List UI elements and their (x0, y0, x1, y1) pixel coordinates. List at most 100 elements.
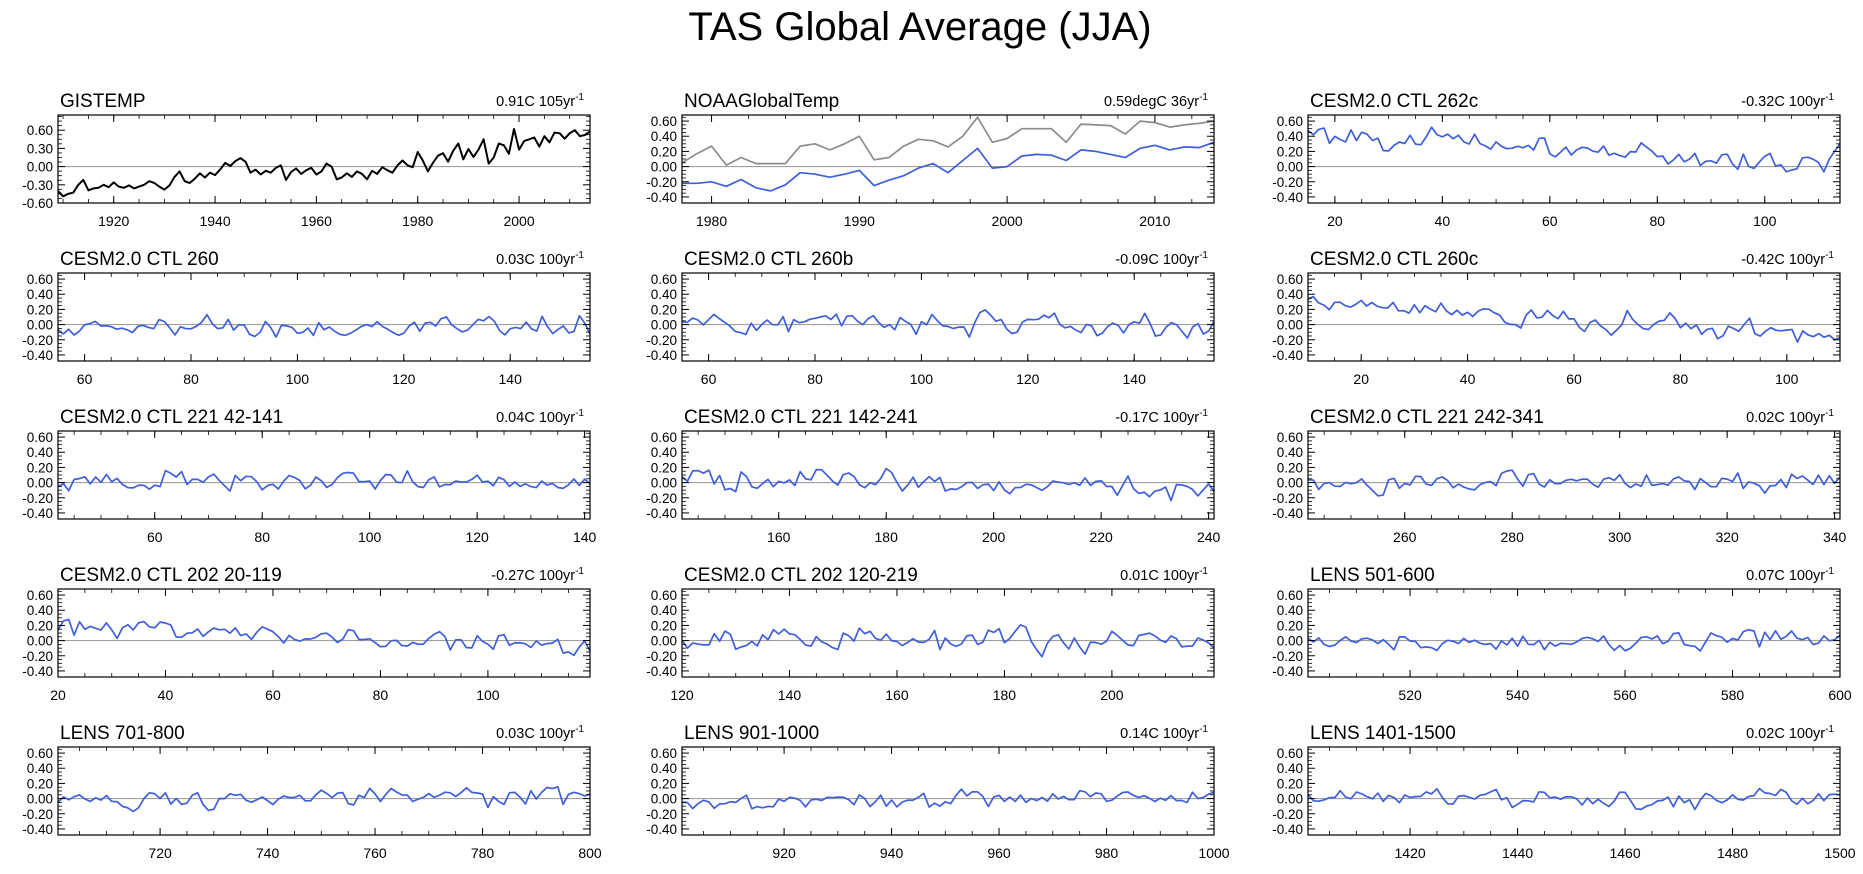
y-tick-label: 0.60 (651, 746, 677, 761)
y-tick-label: 0.40 (651, 603, 677, 618)
trend-label: 0.14C 100yr-1 (1120, 724, 1208, 742)
y-tick-label: 0.00 (1277, 792, 1303, 807)
x-tick-label: 140 (573, 529, 597, 545)
y-tick-label: -0.20 (22, 807, 53, 822)
y-tick-label: -0.40 (646, 664, 677, 679)
trend-label: 0.02C 100yr-1 (1746, 724, 1834, 742)
panel: CESM2.0 CTL 262c -0.32C 100yr-1 -0.40-0.20… (1272, 91, 1841, 229)
y-tick-label: 0.00 (1277, 160, 1303, 175)
y-tick-label: 0.40 (1277, 129, 1303, 144)
x-tick-label: 60 (1542, 213, 1558, 229)
y-tick-label: 0.40 (27, 761, 53, 776)
x-tick-label: 180 (993, 687, 1017, 703)
x-tick-label: 140 (778, 687, 802, 703)
series-line (1307, 126, 1841, 173)
y-tick-label: 0.60 (651, 430, 677, 445)
x-tick-label: 20 (1353, 371, 1369, 387)
trend-label: -0.42C 100yr-1 (1741, 250, 1834, 268)
panel: LENS 1401-1500 0.02C 100yr-1 -0.40-0.200.0… (1272, 723, 1856, 861)
plot-frame (1307, 746, 1841, 836)
panel-title: CESM2.0 CTL 260b (684, 249, 853, 270)
trend-label: -0.17C 100yr-1 (1115, 408, 1208, 426)
x-tick-label: 20 (1327, 213, 1343, 229)
panel-title: GISTEMP (60, 91, 146, 112)
y-tick-label: 0.60 (1277, 588, 1303, 603)
panel: LENS 501-600 0.07C 100yr-1-0.40-0.200.000… (1272, 565, 1852, 703)
y-tick-label: -0.20 (22, 491, 53, 506)
x-tick-label: 40 (1435, 213, 1451, 229)
x-tick-label: 100 (476, 687, 500, 703)
panel: CESM2.0 CTL 260 0.03C 100yr-1-0.40-0.200.… (22, 249, 591, 387)
plot-frame (681, 272, 1215, 362)
x-tick-label: 2010 (1139, 213, 1170, 229)
y-tick-label: 0.20 (27, 618, 53, 633)
y-tick-label: -0.20 (646, 491, 677, 506)
y-tick-label: 0.40 (651, 761, 677, 776)
x-tick-label: 60 (147, 529, 163, 545)
x-tick-label: 1940 (199, 213, 230, 229)
x-tick-label: 960 (987, 845, 1011, 861)
x-tick-label: 720 (148, 845, 172, 861)
panel-title: CESM2.0 CTL 262c (1310, 91, 1478, 112)
series-line (681, 116, 1215, 166)
y-tick-label: -0.20 (22, 649, 53, 664)
x-tick-label: 280 (1501, 529, 1525, 545)
y-tick-label: 0.20 (651, 302, 677, 317)
x-tick-label: 260 (1393, 529, 1417, 545)
panel: LENS 701-800 0.03C 100yr-1-0.40-0.200.000… (22, 723, 602, 861)
x-tick-label: 520 (1398, 687, 1422, 703)
panel-title: CESM2.0 CTL 221 242-341 (1310, 407, 1544, 428)
x-tick-label: 80 (254, 529, 270, 545)
series-line (682, 141, 1215, 192)
x-tick-label: 120 (670, 687, 694, 703)
x-tick-label: 740 (256, 845, 280, 861)
trend-label: 0.59degC 36yr-1 (1104, 92, 1208, 110)
panel-title: CESM2.0 CTL 202 20-119 (60, 565, 282, 586)
y-tick-label: 0.20 (1277, 776, 1303, 791)
y-tick-label: 0.20 (1277, 618, 1303, 633)
y-tick-label: 0.60 (27, 272, 53, 287)
series-line (681, 467, 1215, 502)
y-tick-label: 0.40 (27, 603, 53, 618)
panel-title: CESM2.0 CTL 221 42-141 (60, 407, 283, 428)
y-tick-label: 0.00 (27, 160, 53, 175)
x-tick-label: 140 (499, 371, 523, 387)
y-tick-label: -0.40 (22, 506, 53, 521)
x-tick-label: 540 (1506, 687, 1530, 703)
x-tick-label: 120 (465, 529, 489, 545)
x-tick-label: 100 (358, 529, 382, 545)
y-tick-label: 0.20 (651, 776, 677, 791)
series-line (681, 788, 1215, 810)
series-line (1307, 628, 1841, 652)
y-tick-label: 0.00 (651, 160, 677, 175)
series-line (57, 128, 591, 198)
trend-label: 0.03C 100yr-1 (496, 250, 584, 268)
y-tick-label: 0.40 (651, 129, 677, 144)
x-tick-label: 1500 (1824, 845, 1855, 861)
y-tick-label: 0.40 (1277, 603, 1303, 618)
x-tick-label: 780 (471, 845, 495, 861)
panel: CESM2.0 CTL 202 120-219 0.01C 100yr-1 -0.4… (646, 565, 1215, 703)
trend-label: 0.91C 105yr-1 (496, 92, 584, 110)
panel-title: LENS 1401-1500 (1310, 723, 1456, 744)
y-tick-label: 0.20 (27, 776, 53, 791)
plot-frame (1307, 430, 1841, 520)
series-line (681, 624, 1215, 658)
x-tick-label: 1960 (301, 213, 332, 229)
y-tick-label: -0.20 (1272, 491, 1303, 506)
x-tick-label: 100 (1753, 213, 1777, 229)
plot-frame (681, 588, 1215, 678)
y-tick-label: -0.20 (646, 807, 677, 822)
panel: LENS 901-1000 0.14C 100yr-1 -0.40-0.200.00… (646, 723, 1230, 861)
x-tick-label: 80 (183, 371, 199, 387)
x-tick-label: 80 (1650, 213, 1666, 229)
x-tick-label: 160 (885, 687, 909, 703)
plot-frame (681, 746, 1215, 836)
panel-title: LENS 501-600 (1310, 565, 1435, 586)
x-tick-label: 60 (1566, 371, 1582, 387)
y-tick-label: 0.20 (27, 302, 53, 317)
y-tick-label: -0.40 (1272, 506, 1303, 521)
y-tick-label: 0.20 (651, 618, 677, 633)
panel-title: NOAAGlobalTemp (684, 91, 839, 112)
y-tick-label: 0.00 (651, 318, 677, 333)
